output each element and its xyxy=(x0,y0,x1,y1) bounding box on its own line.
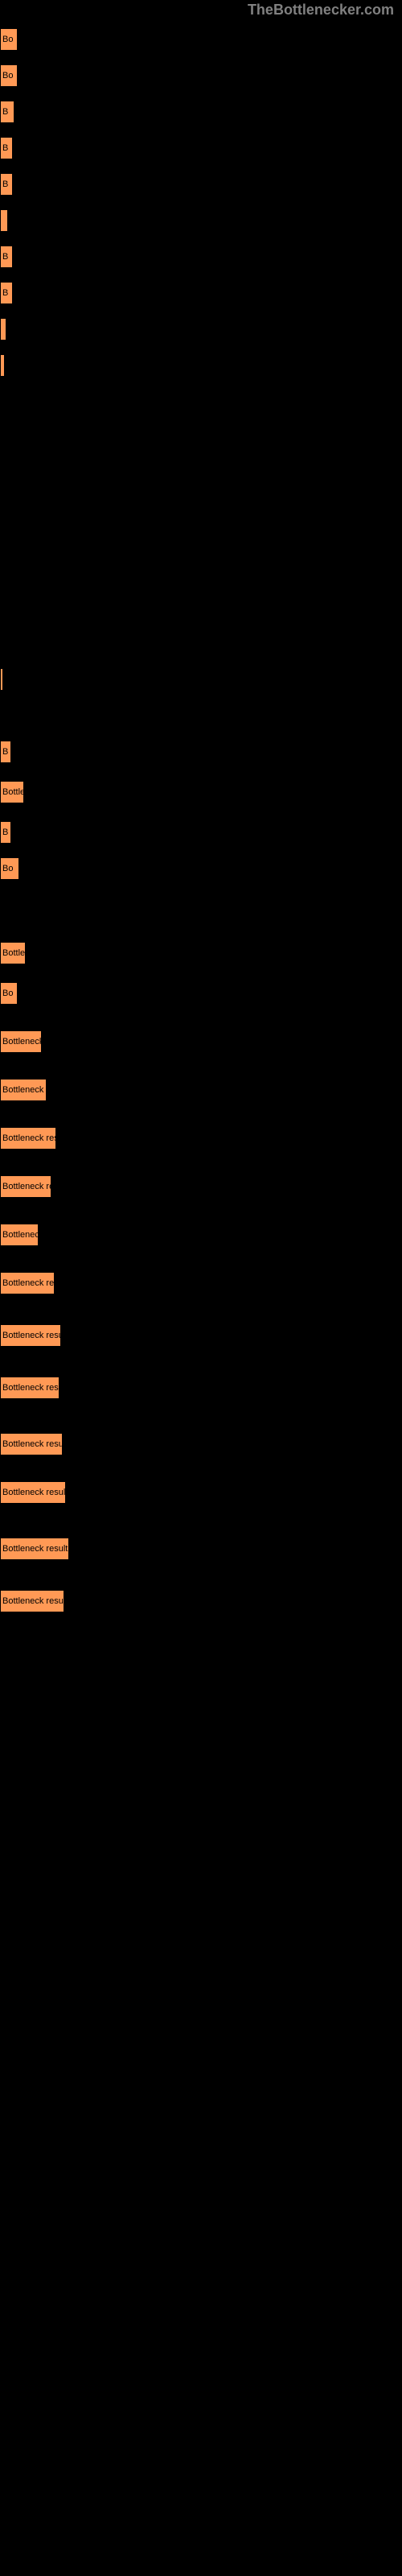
bar: Bo xyxy=(0,28,18,51)
bar: B xyxy=(0,173,13,196)
bar: Bottleneck result xyxy=(0,1538,69,1560)
bar-label: Bottleneck result xyxy=(1,1488,66,1497)
bar-row: B xyxy=(0,741,11,763)
bar-label: Bo xyxy=(1,35,13,44)
bar: B xyxy=(0,741,11,763)
bar-row: Bottleneck resu xyxy=(0,1590,64,1612)
bar: B xyxy=(0,821,11,844)
bar-label: Bo xyxy=(1,864,13,873)
bar: Bottleneck res xyxy=(0,1127,56,1150)
bar: B xyxy=(0,282,13,304)
bar-label: Bo xyxy=(1,71,13,80)
bar-label: Bottle xyxy=(1,787,24,797)
bar-label: B xyxy=(1,143,8,153)
bar: Bottleneck re xyxy=(0,1175,51,1198)
bar-row: B xyxy=(0,137,13,159)
bar-row: Bo xyxy=(0,982,18,1005)
chart-canvas: TheBottlenecker.com Bo Bo B B B B B B Bottle B Bo B… xyxy=(0,0,402,2576)
bar: Bottleneck resul xyxy=(0,1433,63,1455)
bar-row: Bottleneck xyxy=(0,1030,42,1053)
bar-row: Bottleneck re xyxy=(0,1175,51,1198)
bar-label: B xyxy=(1,747,8,757)
bar: Bottle xyxy=(0,781,24,803)
bar: Bo xyxy=(0,982,18,1005)
bar-row: Bottle xyxy=(0,781,24,803)
watermark-text: TheBottlenecker.com xyxy=(248,2,394,19)
bar-label: Bottleneck result xyxy=(1,1544,68,1554)
bar-row: Bo xyxy=(0,28,18,51)
bar-label: Bottleneck xyxy=(1,1037,42,1046)
bar-label: Bottleneck resu xyxy=(1,1383,59,1393)
bar xyxy=(0,668,3,691)
bar-label: Bottleneck r xyxy=(1,1085,47,1095)
bar-label: Bottleneck resu xyxy=(1,1331,61,1340)
bar-label: Bo xyxy=(1,989,13,998)
bar-label: Bottlenec xyxy=(1,1230,39,1240)
bar-row xyxy=(0,354,5,377)
bar-row: Bottleneck res xyxy=(0,1272,55,1294)
bar: B xyxy=(0,137,13,159)
bar-row: Bottleneck result xyxy=(0,1481,66,1504)
bar: Bottlenec xyxy=(0,1224,39,1246)
bar-row: Bottleneck res xyxy=(0,1127,56,1150)
bar: Bottleneck r xyxy=(0,1079,47,1101)
bar-row: Bottleneck r xyxy=(0,1079,47,1101)
bar-label: Bottleneck resu xyxy=(1,1596,64,1606)
bar-row: Bottleneck resu xyxy=(0,1324,61,1347)
bar-row: Bottlenec xyxy=(0,1224,39,1246)
bar-row xyxy=(0,209,8,232)
bar-row: Bo xyxy=(0,64,18,87)
bar-row: Bottleneck resu xyxy=(0,1377,59,1399)
bar-label: Bottleneck re xyxy=(1,1182,51,1191)
bar-label: B xyxy=(1,107,8,117)
bar: B xyxy=(0,246,13,268)
bar-row: B xyxy=(0,101,14,123)
bar: Bottleneck resu xyxy=(0,1377,59,1399)
bar-row xyxy=(0,668,3,691)
bar-row: Bo xyxy=(0,857,19,880)
bar: B xyxy=(0,101,14,123)
bar-row xyxy=(0,318,6,341)
bar-label: Bottleneck resul xyxy=(1,1439,63,1449)
bar-label: Bottleneck res xyxy=(1,1278,55,1288)
bar-label: B xyxy=(1,180,8,189)
bar-row: Bottleneck resul xyxy=(0,1433,63,1455)
bar: Bottle xyxy=(0,942,26,964)
bar: Bottleneck res xyxy=(0,1272,55,1294)
bar: Bo xyxy=(0,64,18,87)
bar-label: B xyxy=(1,252,8,262)
bar-label: B xyxy=(1,828,8,837)
bar-label: Bottleneck res xyxy=(1,1133,56,1143)
bar-row: B xyxy=(0,282,13,304)
bar-label: Bottle xyxy=(1,948,25,958)
bar-row: Bottle xyxy=(0,942,26,964)
bar-row: B xyxy=(0,246,13,268)
bar: Bottleneck resu xyxy=(0,1324,61,1347)
bar-row: B xyxy=(0,173,13,196)
bar-row: Bottleneck result xyxy=(0,1538,69,1560)
bar: Bo xyxy=(0,857,19,880)
bar: Bottleneck xyxy=(0,1030,42,1053)
bar xyxy=(0,318,6,341)
bar-row: B xyxy=(0,821,11,844)
bar xyxy=(0,354,5,377)
bar-label: B xyxy=(1,288,8,298)
bar xyxy=(0,209,8,232)
bar: Bottleneck result xyxy=(0,1481,66,1504)
bar: Bottleneck resu xyxy=(0,1590,64,1612)
